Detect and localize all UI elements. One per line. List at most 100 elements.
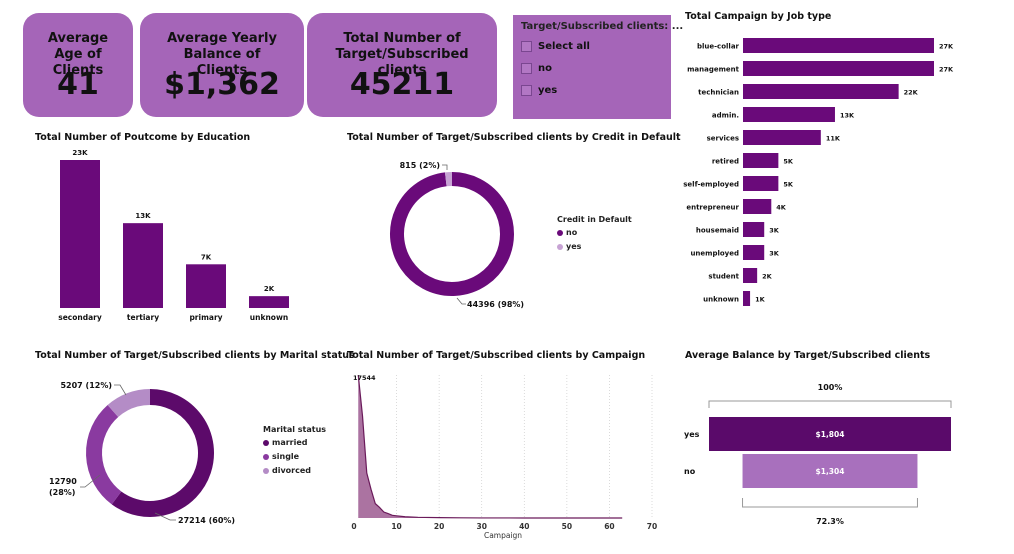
bar-secondary [60,160,100,308]
x-tick-label: 40 [519,522,529,531]
bracket [708,400,952,408]
data-label: 1K [755,296,766,304]
leader-line [442,164,448,170]
job-bar-chart: blue-collar 27K management 27K technician 22K… [683,38,954,306]
slicer-option-label: Select all [538,41,590,52]
x-tick-label: 0 [351,522,356,531]
data-label: $1,804 [816,430,845,439]
kpi-title: Average Yearly Balance of Clients [167,31,277,78]
chart-title-education: Total Number of Poutcome by Education [35,132,251,143]
legend-item-married[interactable]: married [263,438,326,447]
tick-label: entrepreneur [686,204,739,212]
data-label: 5207 (12%) [60,381,112,390]
checkbox[interactable] [521,85,532,96]
data-label: 7K [201,253,212,261]
area-series [358,375,623,518]
legend-item-no[interactable]: no [557,228,632,237]
tick-label: admin. [712,112,739,120]
x-axis-label: Campaign [484,531,522,540]
chart-title-marital: Total Number of Target/Subscribed client… [35,350,355,361]
checkbox[interactable] [521,63,532,74]
kpi-value: 45211 [349,67,455,102]
kpi-title: Total Number of Target/Subscribed client… [335,31,469,78]
bar-self-employed [743,176,779,191]
bar-admin. [743,107,835,122]
bar-primary [186,264,226,308]
legend-item-yes[interactable]: yes [557,242,632,251]
data-label: 13K [135,212,151,220]
x-tick-label: 60 [604,522,614,531]
kpi-card-balance: Average Yearly Balance of Clients $1,362 [140,13,304,117]
bar-unknown [249,296,289,308]
data-label: 3K [769,250,780,258]
legend-label: single [272,452,300,461]
credit-donut-chart: 815 (2%) 44396 (98%) [390,161,524,309]
tick-label: housemaid [696,227,739,235]
data-label: 3K [769,227,780,235]
slicer-title: Target/Subscribed clients: ... [521,21,684,32]
legend-label: married [272,438,308,447]
kpi-card-age: Average Age of Clients 41 [23,13,133,117]
kpi-title: Average Age of Clients [47,31,109,78]
tick-label: unemployed [690,250,739,258]
x-tick-label: 10 [391,522,401,531]
kpi-value: 41 [57,67,99,102]
tick-label: yes [684,430,700,439]
bar-no [742,454,918,488]
data-label: 2K [264,285,275,293]
legend-item-divorced[interactable]: divorced [263,466,326,475]
chart-title-credit: Total Number of Target/Subscribed client… [347,132,681,143]
tick-label: secondary [58,313,102,322]
education-bar-chart: 23K secondary 13K tertiary 7K primary 2K unknow… [58,149,289,322]
chart-title-campaign: Total Number of Target/Subscribed client… [347,350,646,361]
data-label: 17544 [353,374,376,382]
legend-item-single[interactable]: single [263,452,326,461]
bracket [742,498,918,508]
data-label: 2K [762,273,773,281]
data-label: 100% [818,383,843,392]
slice-married [111,389,214,517]
tick-label: technician [698,89,739,97]
tick-label: self-employed [683,181,739,189]
balance-funnel-chart: 100% $1,804 yes $1,304 no 72.3% [684,383,952,526]
data-label: 27214 (60%) [178,516,235,525]
data-label: 72.3% [816,517,844,526]
legend-title: Credit in Default [557,215,632,224]
legend-label: divorced [272,466,312,475]
bar-unemployed [743,245,765,260]
tick-label: unknown [703,296,739,304]
bar-management [743,61,934,76]
tick-label: services [707,135,739,143]
chart-title-balance: Average Balance by Target/Subscribed cli… [685,350,931,361]
marital-donut-chart: 27214 (60%) 12790 (28%) 5207 (12%) [49,381,235,525]
legend-label: no [566,228,578,237]
chart-title-job: Total Campaign by Job type [685,11,832,22]
slice-no [390,172,514,296]
checkbox[interactable] [521,41,532,52]
leader-line [154,512,176,521]
campaign-area-chart: 0 10 20 30 40 50 60 70 17544 Campaign [351,374,657,540]
slicer-option-yes[interactable]: yes [521,85,557,96]
bar-student [743,268,758,283]
leader-line [456,297,466,305]
data-label: 5K [783,158,794,166]
kpi-card-total: Total Number of Target/Subscribed client… [307,13,497,117]
marital-legend: Marital status married single divorced [263,425,326,480]
slice-divorced [107,389,151,418]
x-tick-label: 50 [562,522,572,531]
slicer-option-no[interactable]: no [521,63,552,74]
data-label: 815 (2%) [400,161,440,170]
data-label: 27K [939,43,954,51]
data-label: 11K [826,135,841,143]
data-label: 5K [783,181,794,189]
data-label: 44396 (98%) [467,300,524,309]
slicer-option-select-all[interactable]: Select all [521,41,590,52]
x-tick-label: 70 [647,522,657,531]
leader-line [80,474,101,488]
bar-tertiary [123,223,163,308]
line-series [357,374,623,519]
data-label: 23K [72,149,88,157]
tick-label: retired [712,158,739,166]
bar-unknown [743,291,751,306]
tick-label: management [687,66,740,74]
